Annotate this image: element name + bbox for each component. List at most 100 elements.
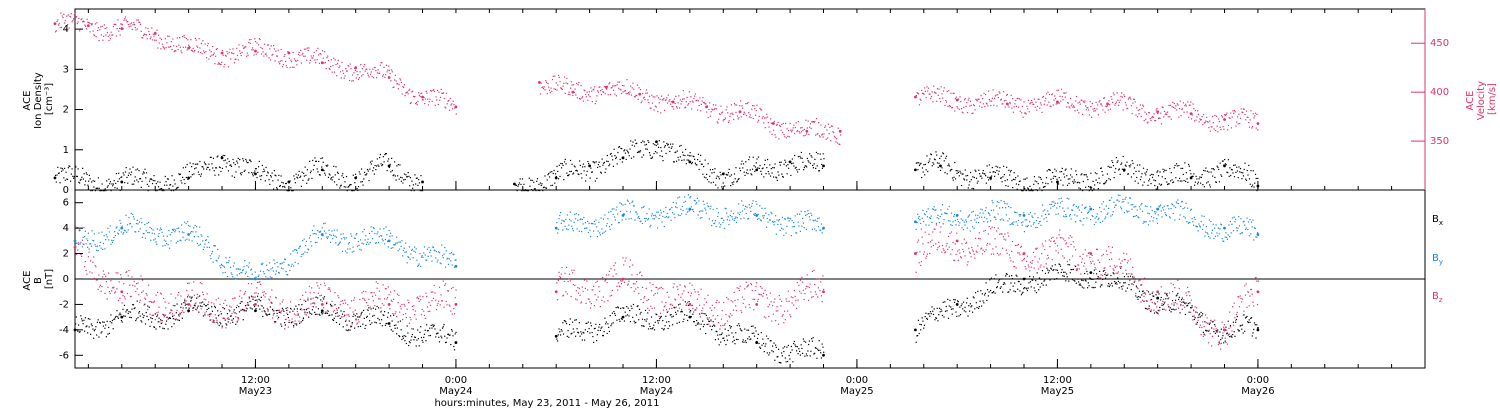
bx-point-17: [1089, 271, 1093, 275]
velocity-point-2: [120, 27, 124, 30]
velocity-point-26: [955, 98, 959, 102]
velocity-point-18: [671, 100, 675, 104]
xtick-label-2: 12:00 May24: [640, 375, 673, 397]
bz-point-0: [73, 245, 77, 249]
bx-point-1: [120, 315, 124, 319]
density-point-20: [822, 164, 825, 168]
top-y2tick-label-1: 400: [1430, 87, 1449, 98]
x-axis-title: hours:minutes, May 23, 2011 - May 26, 20…: [434, 398, 659, 409]
velocity-point-14: [538, 80, 541, 84]
legend-bz: Bz: [1432, 291, 1443, 304]
bz-point-18: [1156, 290, 1160, 294]
by-point-4: [320, 233, 324, 236]
bx-point-3: [254, 309, 257, 313]
density-point-23: [939, 164, 942, 168]
top-ytick-label-1: 1: [63, 145, 69, 156]
bot-ytick-label-6: 6: [63, 198, 69, 209]
bx-point-4: [320, 309, 324, 313]
bot-ytick-label-2: -2: [59, 299, 69, 310]
by-point-5: [387, 239, 391, 243]
bot-ytick-label-3: 0: [63, 274, 69, 285]
xtick-label-4: 12:00 May25: [1041, 375, 1074, 397]
top-ytick-label-2: 2: [63, 105, 69, 116]
legend: Bx By Bz: [1432, 214, 1443, 304]
top-ytick-label-3: 3: [63, 64, 69, 75]
bottom-panel-data: [73, 194, 1425, 364]
velocity-point-33: [1256, 122, 1260, 125]
bottom-ylabel-line-2: B: [33, 277, 44, 284]
velocity-point-29: [1106, 102, 1109, 106]
bot-ytick-label-4: 2: [63, 249, 69, 260]
bz-point-19: [1223, 328, 1226, 332]
density-point-0: [53, 176, 57, 180]
top-y2tick-label-0: 350: [1430, 136, 1449, 147]
bx-point-15: [955, 303, 959, 306]
bz-point-9: [621, 277, 625, 281]
bz-point-14: [914, 252, 917, 255]
velocity-point-32: [1223, 118, 1226, 121]
velocity-point-5: [220, 51, 224, 55]
xtick-label-5: 0:00 May26: [1241, 375, 1274, 397]
bx-point-12: [822, 353, 825, 357]
xtick-label-0: 12:00 May23: [239, 375, 272, 397]
velocity-dots: [54, 12, 1259, 146]
bz-point-3: [254, 303, 257, 306]
bz-point-15: [955, 239, 959, 243]
velocity-point-0: [53, 22, 57, 26]
top-ylabel-line-3: [cm⁻³]: [44, 83, 55, 115]
velocity-point-20: [738, 110, 742, 114]
top-ytick-label-0: 0: [63, 185, 69, 196]
bz-point-6: [454, 303, 458, 306]
velocity-point-6: [254, 49, 257, 53]
density-point-12: [554, 176, 558, 180]
top-y2label-line-2: Velocity: [1476, 81, 1487, 120]
by-point-6: [454, 264, 458, 268]
density-point-19: [788, 160, 792, 164]
top-panel-frame: [74, 8, 1426, 191]
density-point-15: [655, 140, 658, 144]
legend-bx: Bx: [1432, 214, 1443, 227]
bx-point-9: [621, 315, 625, 319]
bz-point-10: [688, 303, 692, 306]
density-point-22: [914, 168, 917, 172]
velocity-point-11: [421, 95, 424, 99]
bz-point-8: [554, 290, 558, 294]
bx-point-8: [554, 334, 558, 338]
velocity-point-10: [387, 76, 391, 79]
by-dots: [75, 194, 1259, 284]
top-ytick-label-4: 4: [63, 24, 69, 35]
velocity-point-22: [805, 129, 809, 133]
bot-ytick-label-0: -6: [59, 350, 69, 361]
bz-point-12: [822, 290, 825, 294]
legend-bx-main: B: [1432, 214, 1439, 225]
bot-ytick-label-5: 4: [63, 223, 69, 234]
bz-dots: [75, 224, 1259, 350]
bx-point-14: [914, 328, 917, 332]
by-point-10: [688, 207, 692, 211]
bx-point-20: [1256, 328, 1260, 332]
density-point-8: [387, 164, 391, 168]
by-point-9: [621, 214, 625, 217]
bz-point-17: [1089, 252, 1093, 255]
legend-bx-sub: x: [1439, 219, 1443, 227]
bottom-ylabel-line-3: [nT]: [44, 269, 55, 289]
bx-point-11: [755, 341, 759, 344]
density-dots: [54, 139, 1259, 192]
density-point-16: [688, 160, 692, 164]
legend-by-sub: y: [1439, 258, 1443, 266]
density-point-18: [755, 168, 759, 172]
velocity-point-15: [571, 90, 575, 94]
by-point-11: [755, 214, 759, 217]
xtick-label-1: 0:00 May24: [439, 375, 472, 397]
bz-point-4: [320, 303, 324, 306]
by-point-14: [914, 220, 917, 224]
legend-by: By: [1432, 253, 1443, 266]
by-point-18: [1156, 207, 1160, 211]
velocity-point-23: [838, 129, 842, 133]
bz-point-20: [1256, 290, 1260, 294]
velocity-point-28: [1056, 100, 1059, 104]
top-ylabel-line-1: ACE: [22, 91, 33, 111]
bottom-ylabel-line-1: ACE: [22, 271, 33, 291]
by-point-0: [73, 239, 77, 243]
